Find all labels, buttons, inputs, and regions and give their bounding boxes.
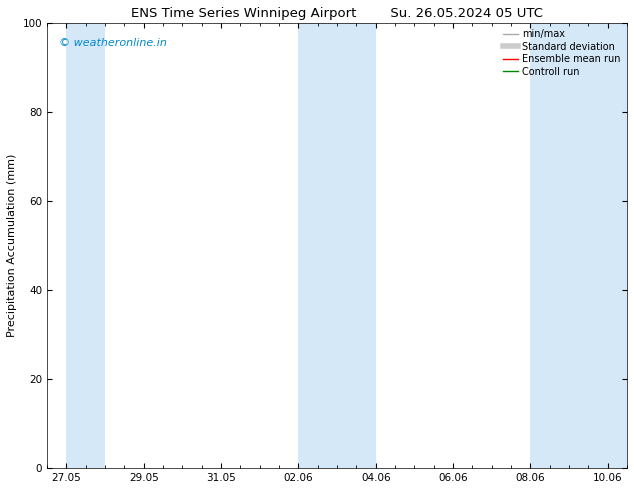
Bar <box>67 23 105 468</box>
Text: © weatheronline.in: © weatheronline.in <box>58 38 167 48</box>
Bar <box>299 23 376 468</box>
Title: ENS Time Series Winnipeg Airport        Su. 26.05.2024 05 UTC: ENS Time Series Winnipeg Airport Su. 26.… <box>131 7 543 20</box>
Legend: min/max, Standard deviation, Ensemble mean run, Controll run: min/max, Standard deviation, Ensemble me… <box>501 27 622 78</box>
Y-axis label: Precipitation Accumulation (mm): Precipitation Accumulation (mm) <box>7 154 17 337</box>
Bar <box>531 23 627 468</box>
